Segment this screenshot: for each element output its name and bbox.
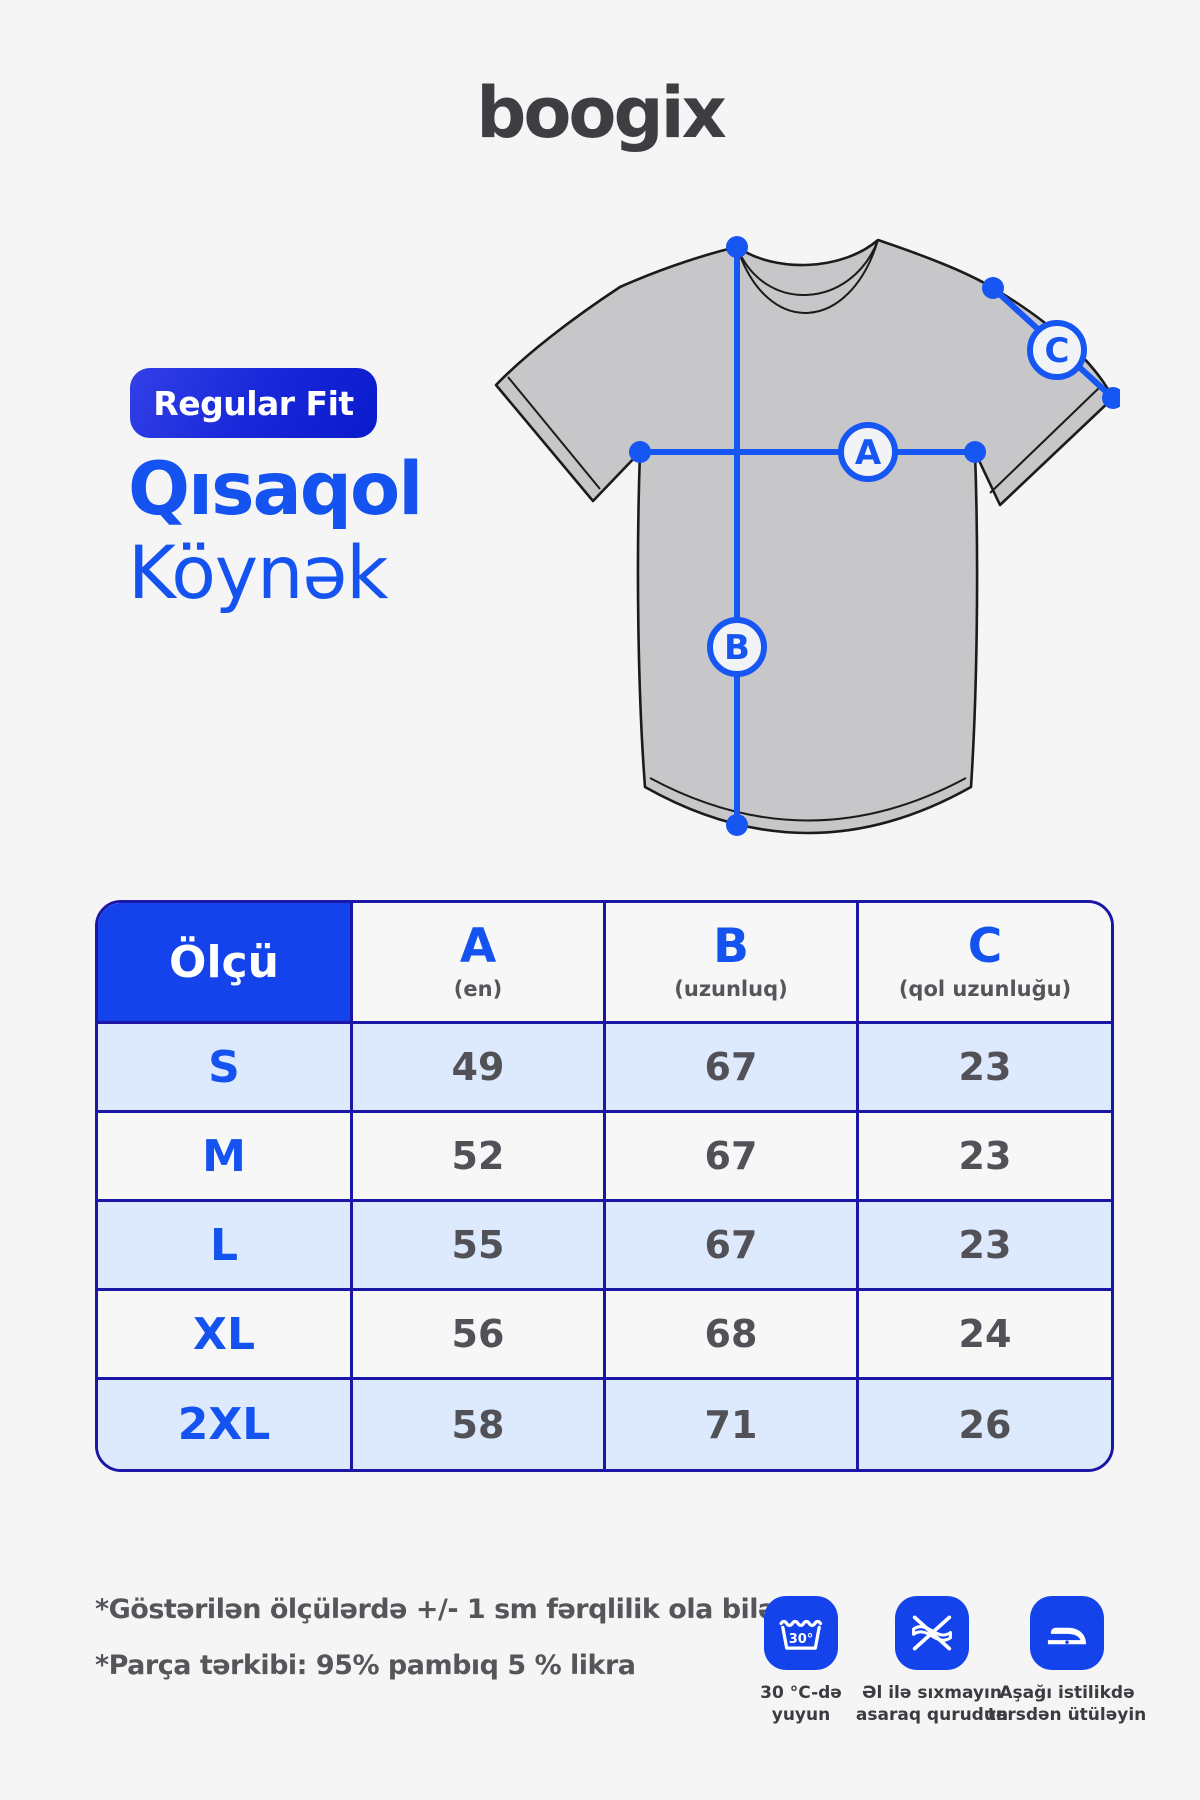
header-sub-a: (en) (453, 977, 503, 1001)
collar-scoop (736, 239, 879, 314)
care-iron-label-line2: tərsdən ütüləyin (987, 1705, 1147, 1725)
dot-b-bottom (726, 814, 748, 836)
table-row-l-b: 67 (606, 1202, 859, 1291)
value-b: 67 (704, 1134, 758, 1178)
fit-badge: Regular Fit (130, 368, 377, 438)
table-row-s-c: 23 (859, 1024, 1111, 1113)
care-wash-label-line1: 30 °C-də (760, 1683, 842, 1703)
value-a: 52 (451, 1134, 505, 1178)
dot-c-top (982, 277, 1004, 299)
hem-fold (649, 777, 967, 822)
value-c: 23 (958, 1134, 1012, 1178)
table-row-2xl-c: 26 (859, 1380, 1111, 1469)
header-letter-a: A (459, 919, 497, 974)
size-table-header-c: C (qol uzunluğu) (859, 903, 1111, 1024)
table-row-xl-size: XL (98, 1291, 353, 1380)
size-label: L (209, 1219, 239, 1271)
footnote-tolerance: *Göstərilən ölçülərdə +/- 1 sm fərqlilik… (95, 1594, 795, 1625)
size-table-header-a: A (en) (353, 903, 606, 1024)
table-row-s-size: S (98, 1024, 353, 1113)
value-a: 58 (451, 1402, 505, 1447)
collar-rib (736, 239, 879, 296)
table-row-m-b: 67 (606, 1113, 859, 1202)
product-title-line2: Köynək (128, 531, 389, 616)
value-a: 55 (451, 1223, 505, 1267)
table-row-xl-a: 56 (353, 1291, 606, 1380)
value-a: 49 (451, 1045, 505, 1089)
care-wash-30: 30° 30 °C-də yuyun (696, 1596, 906, 1726)
value-b: 68 (704, 1312, 758, 1356)
care-iron-low: Aşağı istilikdə tərsdən ütüləyin (962, 1596, 1172, 1726)
svg-text:A: A (855, 433, 882, 473)
value-c: 24 (958, 1312, 1012, 1356)
marker-a: A (838, 422, 898, 482)
tshirt-outline (494, 238, 1115, 835)
table-row-m-size: M (98, 1113, 353, 1202)
table-row-xl-b: 68 (606, 1291, 859, 1380)
right-sleeve-fold (989, 385, 1102, 494)
svg-text:C: C (1045, 331, 1070, 371)
header-letter-c: C (967, 919, 1003, 974)
size-table-header-b: B (uzunluq) (606, 903, 859, 1024)
table-row-m-a: 52 (353, 1113, 606, 1202)
size-table-header-size: Ölçü (98, 903, 353, 1024)
care-iron-label-line1: Aşağı istilikdə (999, 1683, 1135, 1703)
no-wring-icon (895, 1596, 969, 1670)
table-row-2xl-a: 58 (353, 1380, 606, 1469)
care-no-wring-label-line1: Əl ilə sıxmayın (862, 1683, 1002, 1703)
dot-c-bottom (1102, 387, 1120, 409)
table-row-s-b: 67 (606, 1024, 859, 1113)
size-label: M (202, 1130, 246, 1182)
care-no-wring-label-line2: asaraq qurudun (855, 1705, 1009, 1725)
value-a: 56 (451, 1312, 505, 1356)
wash-30-icon: 30° (764, 1596, 838, 1670)
size-table: Ölçü A (en) B (uzunluq) C (qol uzunluğu)… (95, 900, 1114, 1472)
size-label: 2XL (177, 1399, 271, 1450)
marker-c: C (1027, 320, 1087, 380)
tshirt-measurement-diagram: A B C (494, 236, 1120, 836)
value-c: 26 (958, 1402, 1012, 1447)
marker-b: B (707, 617, 767, 677)
brand-logo: boogix (476, 72, 727, 154)
table-row-s-a: 49 (353, 1024, 606, 1113)
header-sub-c: (qol uzunluğu) (898, 977, 1072, 1001)
value-c: 23 (958, 1223, 1012, 1267)
table-row-xl-c: 24 (859, 1291, 1111, 1380)
size-label: XL (193, 1308, 255, 1360)
dot-a-right (964, 441, 986, 463)
care-no-wring-label: Əl ilə sıxmayın asaraq qurudun (856, 1682, 1008, 1726)
dot-b-top (726, 236, 748, 258)
header-sub-b: (uzunluq) (674, 977, 788, 1001)
table-row-l-c: 23 (859, 1202, 1111, 1291)
dot-a-left (629, 441, 651, 463)
value-b: 71 (704, 1402, 758, 1447)
value-b: 67 (704, 1223, 758, 1267)
care-iron-label: Aşağı istilikdə tərsdən ütüləyin (988, 1682, 1147, 1726)
header-letter-b: B (713, 919, 749, 974)
care-wash-label-line2: yuyun (771, 1705, 831, 1725)
care-wash-label: 30 °C-də yuyun (760, 1682, 842, 1726)
value-c: 23 (958, 1045, 1012, 1089)
value-b: 67 (704, 1045, 758, 1089)
svg-text:B: B (724, 628, 750, 668)
iron-low-icon (1030, 1596, 1104, 1670)
left-sleeve-fold (507, 376, 601, 490)
svg-text:30°: 30° (789, 1632, 814, 1647)
size-label: S (208, 1041, 240, 1093)
product-title-line1: Qısaqol (128, 447, 423, 532)
table-row-m-c: 23 (859, 1113, 1111, 1202)
table-row-2xl-b: 71 (606, 1380, 859, 1469)
footnote-fabric: *Parça tərkibi: 95% pambıq 5 % likra (95, 1650, 636, 1681)
product-title: Qısaqol Köynək (128, 447, 423, 616)
table-row-2xl-size: 2XL (98, 1380, 353, 1469)
care-no-wring: Əl ilə sıxmayın asaraq qurudun (827, 1596, 1037, 1726)
table-row-l-size: L (98, 1202, 353, 1291)
table-row-l-a: 55 (353, 1202, 606, 1291)
